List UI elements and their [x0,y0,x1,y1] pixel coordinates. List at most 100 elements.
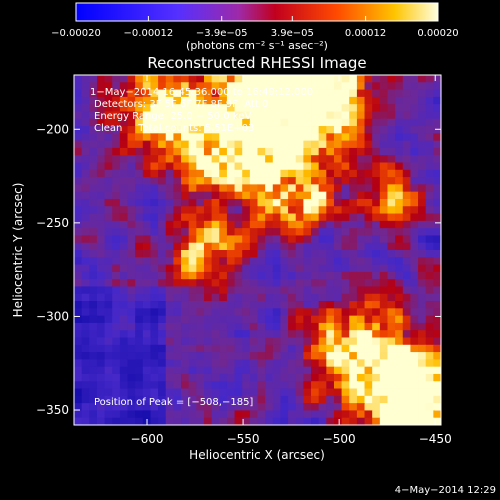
heatmap-cell [104,242,113,251]
heatmap-cell [433,177,442,185]
heatmap-cell [234,403,243,411]
heatmap-cell [74,344,83,353]
heatmap-cell [242,198,251,207]
heatmap-cell [402,213,411,222]
heatmap-cell [81,388,90,397]
heatmap-cell [219,206,228,214]
heatmap-cell [211,373,220,382]
heatmap-cell [165,235,174,244]
heatmap-cell [288,155,297,163]
heatmap-cell [295,133,304,142]
heatmap-cell [333,206,343,214]
heatmap-cell [249,191,258,200]
heatmap-cell [127,198,136,207]
heatmap-cell [372,352,381,360]
heatmap-cell [379,75,388,83]
heatmap-cell [311,417,320,426]
heatmap-cell [257,75,266,83]
heatmap-cell [249,352,258,360]
heatmap-cell [173,308,182,317]
heatmap-cell [158,126,167,134]
heatmap-cell [135,162,144,171]
heatmap-cell [364,162,373,171]
heatmap-cell [326,257,335,265]
heatmap-cell [318,82,327,90]
heatmap-cell [127,257,136,265]
heatmap-cell [74,111,83,120]
heatmap-cell [211,344,220,353]
heatmap-cell [150,133,159,142]
heatmap-cell [226,82,235,90]
heatmap-cell [265,242,274,251]
heatmap-cell [395,133,404,142]
heatmap-cell [249,147,258,156]
heatmap-cell [364,111,373,120]
heatmap-cell [81,381,90,389]
heatmap-cell [81,89,90,98]
heatmap-cell [265,118,274,127]
heatmap-cell [112,410,121,419]
heatmap-cell [333,352,343,360]
heatmap-cell [242,111,251,120]
heatmap-cell [303,191,312,200]
heatmap-cell [295,82,304,90]
heatmap-cell [249,301,258,309]
heatmap-cell [280,228,289,236]
heatmap-cell [150,352,159,360]
heatmap-cell [242,220,251,229]
heatmap-cell [295,337,304,346]
heatmap-cell [364,410,373,419]
heatmap-cell [142,104,151,112]
heatmap-cell [333,177,343,185]
heatmap-cell [418,89,427,98]
heatmap-cell [165,279,174,287]
heatmap-cell [418,322,427,331]
heatmap-cell [96,133,105,142]
heatmap-cell [295,373,304,382]
heatmap-cell [387,111,396,120]
heatmap-cell [219,242,228,251]
heatmap-cell [326,279,335,287]
heatmap-cell [249,155,258,163]
heatmap-cell [326,301,335,309]
heatmap-cell [326,395,335,404]
heatmap-cell [333,118,343,127]
heatmap-cell [89,293,98,302]
heatmap-cell [272,242,281,251]
heatmap-cell [372,147,381,156]
heatmap-cell [226,155,235,163]
heatmap-cell [142,89,151,98]
heatmap-cell [165,198,174,207]
heatmap-cell [295,162,304,171]
heatmap-cell [333,162,343,171]
heatmap-cell [410,293,419,302]
heatmap-cell [318,184,327,193]
heatmap-cell [288,301,297,309]
heatmap-cell [150,322,159,331]
heatmap-cell [81,352,90,360]
heatmap-cell [119,198,128,207]
heatmap-cell [119,75,128,83]
heatmap-cell [402,220,411,229]
heatmap-cell [219,177,228,185]
heatmap-cell [135,381,144,389]
heatmap-cell [242,286,251,295]
heatmap-cell [295,140,304,149]
heatmap-cell [333,96,343,105]
heatmap-cell [249,213,258,222]
heatmap-cell [203,257,213,265]
heatmap-cell [418,293,427,302]
heatmap-cell [135,322,144,331]
heatmap-cell [135,271,144,280]
heatmap-cell [410,315,419,324]
heatmap-cell [196,257,205,265]
heatmap-cell [165,111,174,120]
heatmap-cell [112,279,121,287]
heatmap-cell [165,315,174,324]
heatmap-cell [165,250,174,258]
heatmap-cell [119,359,128,368]
heatmap-cell [288,330,297,338]
heatmap-cell [219,89,228,98]
heatmap-cell [74,133,83,142]
heatmap-cell [234,330,243,338]
